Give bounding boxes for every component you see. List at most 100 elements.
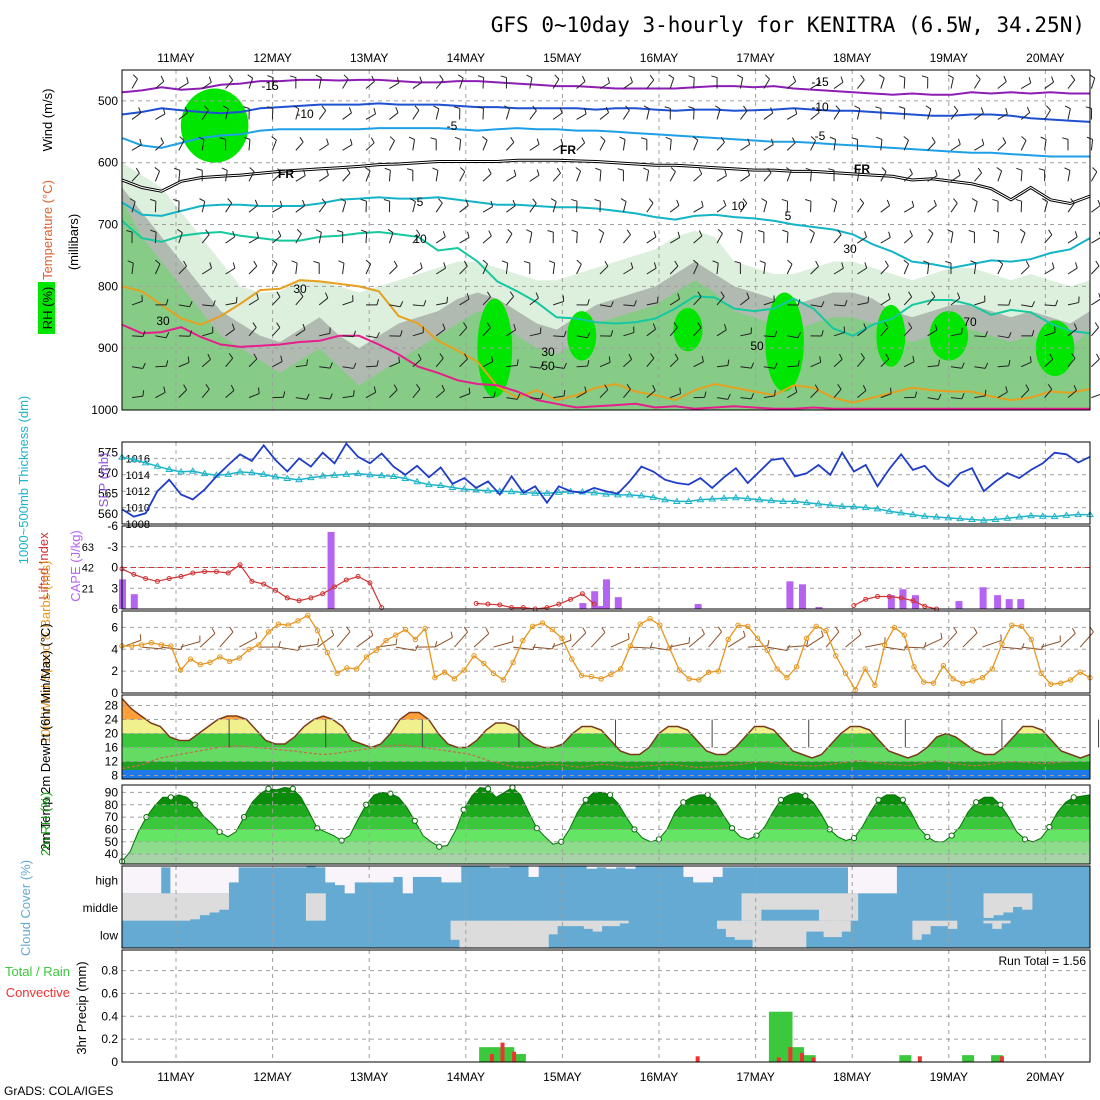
wind-barb [180,641,201,648]
wind-barb-feather [513,323,517,330]
wind-barb-feather [163,386,166,393]
wind-barb [884,646,905,651]
wind-barb-feather [898,75,905,79]
cloud-clear-segment [947,920,958,929]
li-point [331,584,337,590]
wind-barb-feather [677,293,681,300]
cloud-clear-segment [615,866,626,868]
wind-barb [131,300,143,306]
wind-barb [571,632,587,648]
cloud-clear-segment [1022,893,1033,910]
contour-label: 30 [843,242,857,256]
wind-barb [365,365,378,368]
wind-speed-point [1038,670,1044,677]
wind-barb-feather [797,299,801,306]
slp-tick-label: 1014 [126,470,150,482]
wind-barb-feather [457,74,464,79]
y-tick-label: 80 [105,798,119,812]
wind-barb [740,110,748,120]
wind-barb [623,267,634,275]
wind-speed-point [1067,677,1074,683]
wind-barb-feather [1073,323,1078,330]
wind-barb-feather [898,106,905,109]
cloud-clear-segment [477,920,487,948]
cloud-clear-segment [848,866,859,894]
temperature-contour [121,158,1091,206]
wind-barb-feather [746,292,750,299]
wind-barb [880,171,887,182]
wind-barb-feather [653,262,657,269]
wind-barb-feather [650,353,655,359]
wind-barb [155,335,167,339]
wind-barb [131,263,134,275]
wind-barb [833,109,841,120]
wind-speed-point [402,626,409,633]
wind-barb [599,112,609,120]
slp-thickness-panel: 100810101012101410165605655705751000~500… [16,396,1094,564]
wind-barb [319,332,331,337]
wind-barb-feather [135,167,140,174]
wind-barb [716,233,723,244]
contour-label: 50 [750,339,764,353]
rh-point [289,785,296,792]
cloud-clear-segment [131,866,142,894]
wind-barb [716,263,719,275]
wind-barb-feather [945,260,952,264]
wind-barb-feather [229,626,234,633]
temp-band-warm [122,719,1090,734]
wind-barb [365,391,376,399]
wind-barb [272,173,281,182]
rh-point [533,825,540,832]
y-tick-label: 6 [111,620,118,634]
wind-barb [763,335,775,338]
wind-barb-feather [376,299,380,306]
wind-barb-feather [365,259,371,265]
wind-barb-feather [888,231,891,238]
wind-speed-point [168,643,174,649]
wind-barb [903,173,913,182]
wind-speed-point [412,636,419,643]
wind-barb [272,327,281,337]
wind-barb-feather [364,167,371,172]
wind-speed-point [226,658,233,664]
wind-barb-feather [815,260,819,267]
cloud-clear-segment [199,893,210,916]
wind-barb-feather [396,77,400,84]
figure-title: GFS 0~10day 3-hourly for KENITRA (6.5W, … [491,13,1085,37]
wind-barb [950,397,962,400]
y-tick-label: 570 [98,466,118,480]
wind-barb [962,632,978,648]
wind-barb [740,297,750,306]
wind-barb-feather [698,168,703,175]
wind-barb-feather [996,167,1002,172]
thickness-point [377,471,386,479]
wind-speed-point [872,682,878,689]
wind-barb-feather [1038,168,1045,171]
wind-barb [950,77,954,89]
rh-point [924,833,931,840]
cloud-clear-segment [1002,893,1014,913]
x-tick-label-top: 13MAY [350,51,388,65]
rh-point [484,785,492,792]
wind-barb-feather [302,323,306,330]
wind-barb-feather [860,74,865,81]
wind-barb [974,144,985,151]
wind-barb [880,205,890,213]
wind-barb-feather [947,74,954,79]
wind-barb-feather [607,77,610,84]
wind-barb-feather [257,387,260,394]
wind-barb-feather [510,136,515,143]
y-axis-label-slp: SLP (mb) [96,453,111,508]
wind-barb [950,366,962,369]
wind-barb [903,206,914,213]
wind-barb [248,358,258,368]
wind-barb-feather [434,640,438,648]
thickness-point [720,494,728,501]
wind-barb-feather [477,106,484,109]
wind-barb-feather [831,198,838,202]
wind-speed-point [314,627,321,634]
wind-barb-feather [984,389,987,396]
wind-barb-feather [249,167,255,172]
y-tick-label: 565 [98,486,118,500]
wind-barb-feather [1042,198,1048,202]
